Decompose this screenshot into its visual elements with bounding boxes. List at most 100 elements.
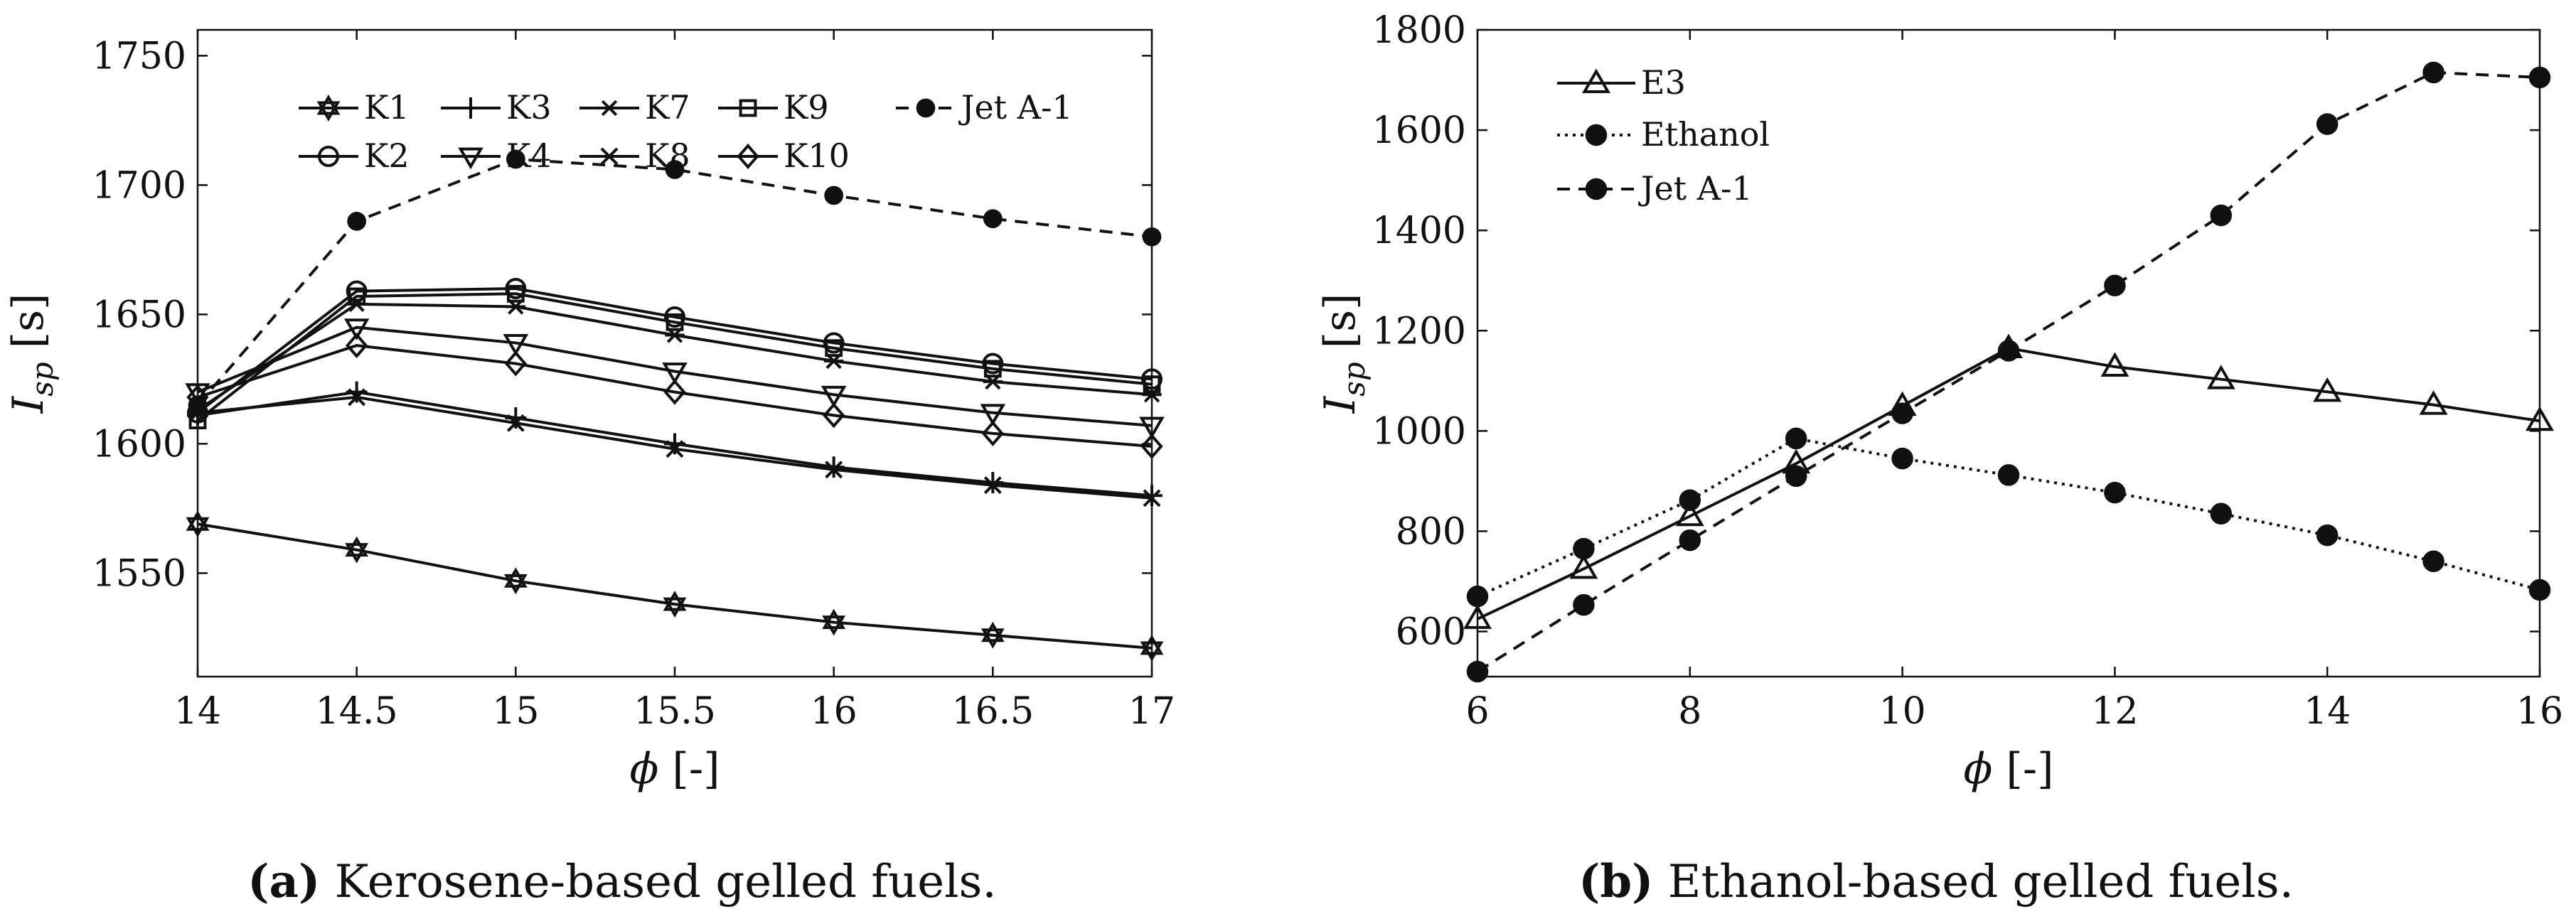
chart-b-legend-item-ethanol: Ethanol [1557,115,1770,154]
chart-a-legend-label-k4: K4 [506,136,552,175]
chart-a-ytick-label-1550: 1550 [92,552,186,595]
chart-a-legend-label-k2: K2 [364,136,410,175]
chart-b-point-ethanol-9 [2422,550,2444,573]
chart-a-point-k10-2 [504,350,527,377]
chart-a-legend-marker-k2 [318,146,339,167]
chart-a-series-line-k1 [197,522,1153,650]
chart-a-ytick-label-1700: 1700 [92,164,186,207]
chart-a-point-k8-2 [506,414,525,432]
chart-a-legend-item-k1: K1 [299,88,410,127]
chart-b-point-e3-1 [1569,554,1598,579]
chart-b-ylabel: Isp [s] [1315,294,1372,414]
chart-a-point-k8-3 [666,440,684,458]
chart-a-xlabel: ϕ [-] [629,744,720,794]
chart-a-point-k4-4 [821,385,847,408]
chart-a-point-jet-a-1-6 [1142,227,1162,247]
chart-a-legend-marker-k1 [316,95,341,122]
chart-b-xtick-label-8: 8 [1678,690,1701,733]
chart-a-point-k8-0 [188,404,207,422]
chart-a-legend-label-jet-a-1: Jet A-1 [958,88,1073,127]
chart-a-point-k10-4 [823,402,845,429]
chart-b-point-e3-9 [2419,390,2448,415]
chart-a-legend-marker-k10 [737,144,759,169]
chart-b-xtick-label-6: 6 [1465,690,1489,733]
chart-b-point-e3-8 [2313,377,2342,402]
chart-a-ytick-label-1600: 1600 [92,423,186,466]
chart-a-legend-item-k8: K8 [579,136,690,175]
chart-b-point-e3-0 [1463,604,1492,629]
chart-a-point-k3-6 [1141,485,1163,507]
chart-b-ytick-label-1400: 1400 [1372,210,1466,252]
chart-b-legend-item-e3: E3 [1557,63,1686,102]
chart-a-legend-marker-k9 [739,99,757,117]
chart-a-series-k1 [186,510,1164,662]
chart-a-point-k8-4 [825,461,843,479]
chart-a-xtick-label-14: 14 [174,690,221,733]
chart-a-legend-item-k7: K7 [579,88,690,127]
chart-b-xlabel-symbol: ϕ [1963,744,1992,794]
chart-b-point-jet-a-1-7 [2210,204,2233,227]
chart-b-point-ethanol-1 [1573,537,1595,560]
chart-a-point-k4-2 [503,334,529,356]
chart-a-point-k1-4 [822,608,846,636]
chart-a-legend-label-k8: K8 [645,136,690,175]
chart-a-legend-marker-k4 [458,147,483,170]
chart-b-point-e3-10 [2526,406,2554,431]
chart-a-legend-marker-jet-a-1 [916,98,936,118]
chart-a-point-k4-5 [980,404,1006,426]
chart-a-point-jet-a-1-3 [665,160,685,179]
chart-a-legend-label-k7: K7 [645,88,690,127]
chart-a-legend-label-k9: K9 [784,88,829,127]
chart-a-legend-item-k9: K9 [718,88,829,127]
chart-b-point-ethanol-3 [1785,427,1807,450]
chart-b-series-ethanol [1466,427,2551,608]
chart-a-legend-label-k3: K3 [506,88,552,127]
chart-a-series-k10 [186,333,1163,460]
chart-b-point-jet-a-1-5 [1997,340,2020,362]
chart-a-point-k2-5 [982,353,1004,375]
chart-a-point-k1-3 [663,591,687,618]
chart-a-point-k10-1 [346,333,368,359]
chart-a-point-k1-6 [1140,635,1164,662]
chart-a-point-k3-5 [982,472,1004,493]
chart-a-ytick-label-1650: 1650 [92,294,186,336]
chart-b-point-jet-a-1-2 [1679,529,1701,552]
chart-b-point-ethanol-2 [1679,489,1701,511]
chart-a-point-k8-6 [1143,489,1161,507]
chart-b-legend-marker-jet-a-1 [1585,178,1608,200]
chart-b-point-ethanol-4 [1891,447,1913,470]
chart-a-legend-item-k2: K2 [299,136,410,175]
chart-b-legend-marker-e3 [1582,68,1610,93]
chart-a-point-k1-1 [345,536,369,564]
chart-b-legend-marker-ethanol [1585,124,1608,146]
chart-a-point-jet-a-1-2 [506,149,525,169]
chart-a-legend-label-k10: K10 [784,136,850,175]
chart-a-series-k8 [188,388,1161,507]
chart-a-legend-item-k3: K3 [441,88,552,127]
chart-a-xtick-label-16: 16 [811,690,857,733]
chart-b-legend-label-e3: E3 [1641,63,1686,102]
chart-a-legend-marker-k7 [599,100,619,117]
chart-b-xlabel: ϕ [-] [1963,744,2053,794]
chart-a-legend-marker-k8 [600,147,619,166]
chart-a-ytick-label-1750: 1750 [92,35,186,77]
chart-a-ylabel-sub: sp [25,362,60,396]
chart-a-xtick-label-17: 17 [1128,690,1175,733]
chart-a-point-k2-6 [1141,368,1163,390]
chart-a-point-k10-6 [1140,434,1163,460]
chart-b-point-jet-a-1-4 [1891,402,1913,424]
chart-b: 6 8 10 12 14 16 600 800 1000 1200 1400 1600 1800 ϕ [-… [1315,9,2563,794]
chart-b-ylabel-unit: [s] [1315,294,1365,362]
chart-a-series-line-k4 [197,326,1153,427]
caption-b-text: Ethanol-based gelled fuels. [1653,856,2294,908]
chart-a-xlabel-symbol: ϕ [629,744,658,794]
chart-a-point-k7-6 [1142,387,1162,403]
chart-b-xtick-label-14: 14 [2304,690,2351,733]
chart-a-point-k8-5 [983,476,1002,495]
chart-b-point-e3-7 [2206,365,2235,389]
chart-a-point-k8-1 [348,388,366,407]
chart-b-ytick-label-1000: 1000 [1372,410,1466,453]
chart-b-point-jet-a-1-10 [2528,66,2551,89]
chart-a-xtick-label-15: 15 [492,690,539,733]
caption-a-text: Kerosene-based gelled fuels. [320,856,996,908]
